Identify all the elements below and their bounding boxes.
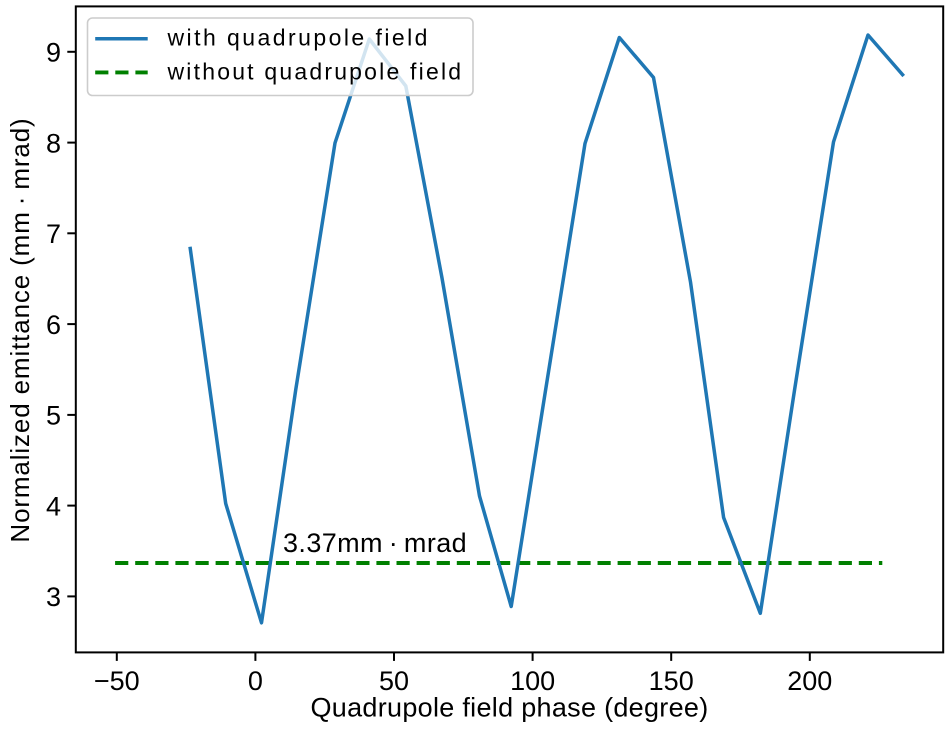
svg-text:9: 9	[46, 38, 61, 68]
svg-text:6: 6	[46, 310, 61, 340]
svg-text:8: 8	[46, 128, 61, 158]
svg-text:0: 0	[248, 666, 263, 696]
svg-text:Normalized emittance (mm · mra: Normalized emittance (mm · mrad)	[5, 117, 35, 542]
svg-text:7: 7	[46, 219, 61, 249]
svg-text:100: 100	[510, 666, 555, 696]
svg-text:−50: −50	[94, 666, 140, 696]
svg-text:150: 150	[649, 666, 694, 696]
svg-text:3.37mm · mrad: 3.37mm · mrad	[283, 528, 467, 558]
svg-text:50: 50	[379, 666, 409, 696]
svg-text:5: 5	[46, 401, 61, 431]
svg-text:3: 3	[46, 582, 61, 612]
svg-text:without quadrupole field: without quadrupole field	[167, 59, 464, 85]
svg-text:4: 4	[46, 491, 61, 521]
svg-text:with quadrupole field: with quadrupole field	[167, 25, 430, 51]
svg-text:200: 200	[787, 666, 832, 696]
svg-text:Quadrupole field phase (degree: Quadrupole field phase (degree)	[310, 693, 708, 723]
